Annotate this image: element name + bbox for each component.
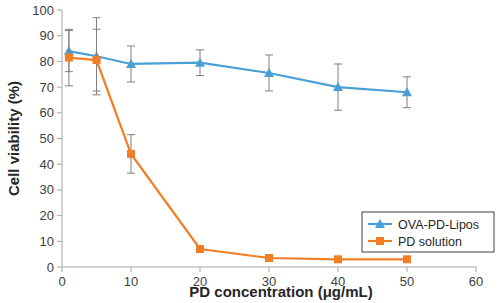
y-tick — [57, 112, 62, 113]
legend-marker — [375, 219, 385, 228]
y-tick-label: 30 — [40, 182, 54, 197]
y-tick-label: 70 — [40, 80, 54, 95]
error-bar — [65, 29, 73, 86]
y-tick — [57, 189, 62, 190]
y-tick-label: 20 — [40, 208, 54, 223]
x-tick — [407, 267, 408, 272]
data-point — [65, 54, 73, 62]
y-tick-label: 10 — [40, 234, 54, 249]
chart: 01020304050607080901000102030405060PD co… — [0, 0, 500, 303]
plot-area — [64, 18, 412, 264]
y-tick — [57, 61, 62, 62]
y-tick-label: 100 — [32, 3, 54, 18]
legend-label: OVA-PD-Lipos — [398, 218, 479, 232]
error-cap — [196, 49, 204, 50]
x-tick-label: 10 — [124, 274, 138, 289]
y-tick-label: 50 — [40, 131, 54, 146]
error-cap — [127, 81, 135, 82]
series-line — [69, 51, 407, 92]
y-tick — [57, 215, 62, 216]
data-point — [334, 255, 342, 263]
error-cap — [334, 63, 342, 64]
y-tick — [57, 87, 62, 88]
error-cap — [93, 29, 101, 30]
legend-marker — [376, 237, 384, 245]
error-cap — [403, 107, 411, 108]
y-tick — [57, 164, 62, 165]
data-point — [403, 255, 411, 263]
y-axis-label: Cell viability (%) — [5, 81, 22, 196]
error-cap — [265, 90, 273, 91]
error-cap — [93, 90, 101, 91]
data-point — [265, 254, 273, 262]
y-tick — [57, 35, 62, 36]
x-tick-label: 50 — [400, 274, 414, 289]
legend-box — [362, 212, 494, 252]
error-cap — [65, 29, 73, 30]
y-tick — [57, 138, 62, 139]
x-tick-label: 0 — [58, 274, 65, 289]
error-cap — [127, 134, 135, 135]
x-tick-label: 60 — [469, 274, 483, 289]
error-cap — [93, 17, 101, 18]
error-cap — [403, 76, 411, 77]
error-bar — [93, 18, 101, 95]
y-tick — [57, 267, 62, 268]
error-cap — [93, 94, 101, 95]
x-tick — [131, 267, 132, 272]
x-tick — [200, 267, 201, 272]
x-tick — [269, 267, 270, 272]
error-cap — [65, 85, 73, 86]
x-tick — [476, 267, 477, 272]
error-cap — [127, 173, 135, 174]
error-cap — [127, 45, 135, 46]
series-line — [69, 58, 407, 260]
y-tick-label: 80 — [40, 54, 54, 69]
error-bar — [93, 29, 101, 91]
data-point — [126, 59, 136, 68]
x-tick — [62, 267, 63, 272]
data-point — [402, 87, 412, 96]
data-point — [93, 56, 101, 64]
data-point — [333, 82, 343, 91]
legend: OVA-PD-Lipos PD solution — [362, 212, 494, 252]
error-cap — [265, 54, 273, 55]
x-axis-label: PD concentration (μg/mL) — [189, 283, 372, 300]
data-point — [195, 58, 205, 67]
y-tick — [57, 241, 62, 242]
y-tick-label: 60 — [40, 105, 54, 120]
y-tick-label: 90 — [40, 28, 54, 43]
data-point — [264, 68, 274, 77]
y-tick-label: 0 — [47, 260, 54, 275]
data-point — [196, 245, 204, 253]
error-bar — [127, 135, 135, 174]
y-tick-label: 40 — [40, 157, 54, 172]
legend-label: PD solution — [398, 235, 462, 249]
x-tick — [338, 267, 339, 272]
error-cap — [334, 110, 342, 111]
y-tick — [57, 10, 62, 11]
data-point — [127, 150, 135, 158]
error-cap — [196, 75, 204, 76]
